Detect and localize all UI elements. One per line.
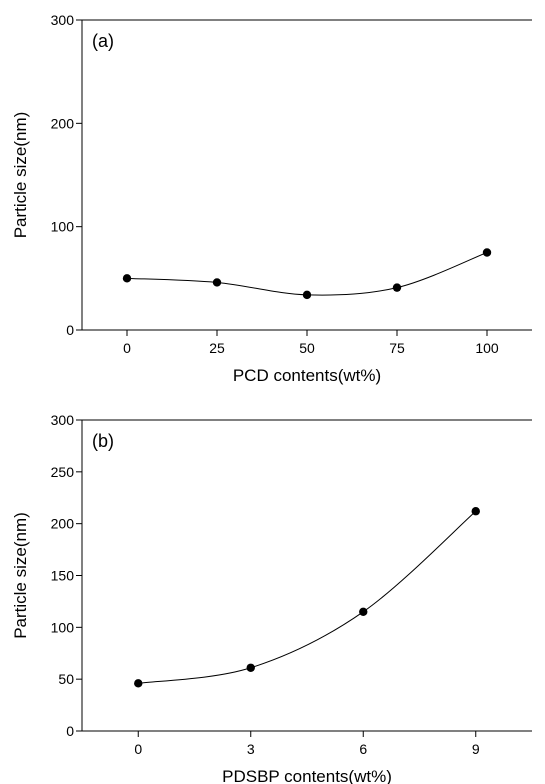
chart-panel-b: 0 50 100 150 200 250 300 0 3 6 9 PDSBP contents(wt%…: [11, 412, 532, 784]
x-tick-label: 100: [475, 340, 499, 356]
x-tick-label: 75: [389, 340, 405, 356]
x-tick-label: 25: [209, 340, 225, 356]
data-point: [122, 274, 132, 283]
y-tick-label: 50: [58, 671, 74, 687]
series-line: [126, 252, 488, 296]
y-tick-label: 200: [51, 516, 75, 532]
data-point: [246, 663, 255, 672]
x-axis-title: PCD contents(wt%): [233, 366, 381, 385]
y-tick-label: 0: [66, 723, 74, 739]
x-tick-label: 50: [299, 340, 315, 356]
y-tick-label: 150: [51, 568, 75, 584]
y-tick-label: 300: [51, 12, 75, 28]
data-point: [482, 248, 492, 257]
y-axis-title: Particle size(nm): [11, 112, 30, 239]
x-tick-label: 0: [134, 741, 142, 757]
panel-label: (a): [92, 31, 114, 51]
y-tick-label: 250: [51, 464, 75, 480]
data-point: [212, 278, 222, 287]
y-tick-label: 0: [66, 322, 74, 338]
data-point: [302, 290, 312, 300]
chart-panel-a: 0 100 200 300 0 25 50 75 100 PCD contents(wt%) Par…: [11, 12, 532, 385]
y-tick-label: 100: [51, 619, 75, 635]
y-axis-title: Particle size(nm): [11, 512, 30, 639]
x-tick-label: 0: [123, 340, 131, 356]
data-point: [134, 679, 143, 688]
panel-label: (b): [92, 431, 114, 451]
data-point: [359, 607, 368, 616]
data-point: [471, 507, 480, 516]
x-tick-label: 6: [359, 741, 367, 757]
y-tick-label: 200: [51, 115, 75, 131]
data-point: [392, 283, 402, 292]
y-tick-label: 100: [51, 219, 75, 235]
x-axis-title: PDSBP contents(wt%): [222, 767, 392, 784]
x-tick-label: 9: [472, 741, 480, 757]
series-line: [138, 510, 477, 684]
x-tick-label: 3: [247, 741, 255, 757]
y-tick-label: 300: [51, 412, 75, 428]
